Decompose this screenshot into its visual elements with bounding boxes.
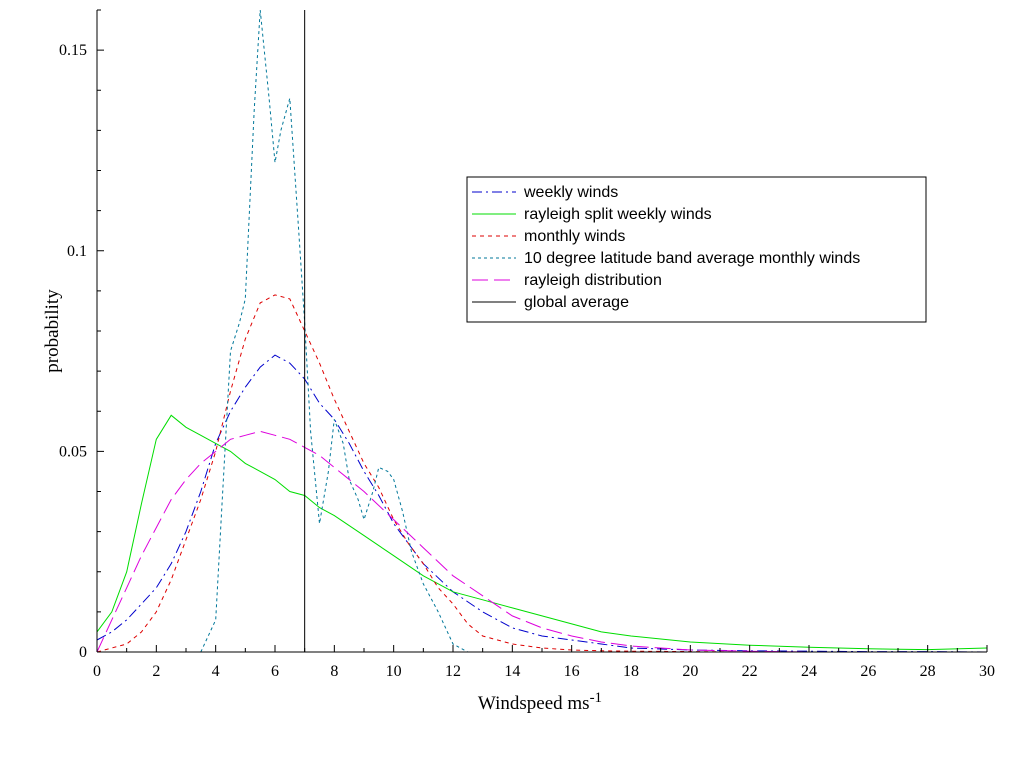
- x-tick-label: 20: [682, 663, 698, 680]
- series-line-10-degree-latitude-band-average-monthly-winds: [200, 9, 469, 653]
- legend-label: monthly winds: [524, 228, 625, 245]
- series-line-rayleigh-split-weekly-winds: [96, 414, 988, 651]
- x-tick-label: 18: [623, 663, 639, 680]
- x-tick-label: 0: [93, 663, 101, 680]
- x-tick-label: 16: [564, 663, 580, 680]
- legend-label: rayleigh split weekly winds: [524, 206, 712, 223]
- x-tick-label: 14: [504, 663, 520, 680]
- legend: weekly winds rayleigh split weekly winds m…: [466, 176, 927, 323]
- series-layer: [96, 9, 988, 653]
- y-axis-title: probability: [42, 289, 63, 373]
- x-axis-title-superscript: -1: [590, 690, 603, 706]
- x-axis-title: Windspeed ms-1: [478, 690, 602, 714]
- y-tick-label: 0.15: [59, 42, 87, 59]
- y-tick-label: 0.1: [67, 243, 87, 260]
- axes: [96, 10, 987, 653]
- x-tick-label: 2: [152, 663, 160, 680]
- legend-label: 10 degree latitude band average monthly …: [524, 250, 860, 267]
- x-tick-label: 4: [212, 663, 220, 680]
- legend-label: rayleigh distribution: [524, 272, 662, 289]
- legend-label: global average: [524, 294, 629, 311]
- x-tick-label: 24: [801, 663, 817, 680]
- legend-box: [466, 176, 927, 323]
- x-tick-label: 10: [386, 663, 402, 680]
- x-axis-title-text: Windspeed ms: [478, 693, 590, 714]
- legend-label: weekly winds: [523, 184, 618, 201]
- y-tick-label: 0.05: [59, 443, 87, 460]
- x-tick-label: 30: [979, 663, 995, 680]
- series-line-monthly-winds: [96, 294, 987, 653]
- series-line-weekly-winds: [96, 354, 988, 653]
- series-line-rayleigh-distribution: [96, 430, 810, 653]
- x-tick-label: 12: [445, 663, 461, 680]
- y-ticks: 0 0.05 0.1 0.15: [59, 9, 104, 661]
- x-ticks: 0 2 4 6 8 10 12 14 16 18 20 22 24 26 28 30: [93, 645, 995, 680]
- x-tick-label: 28: [920, 663, 936, 680]
- x-tick-label: 6: [271, 663, 279, 680]
- y-tick-label: 0: [79, 644, 87, 661]
- x-tick-label: 22: [742, 663, 758, 680]
- x-tick-label: 26: [860, 663, 876, 680]
- x-tick-label: 8: [330, 663, 338, 680]
